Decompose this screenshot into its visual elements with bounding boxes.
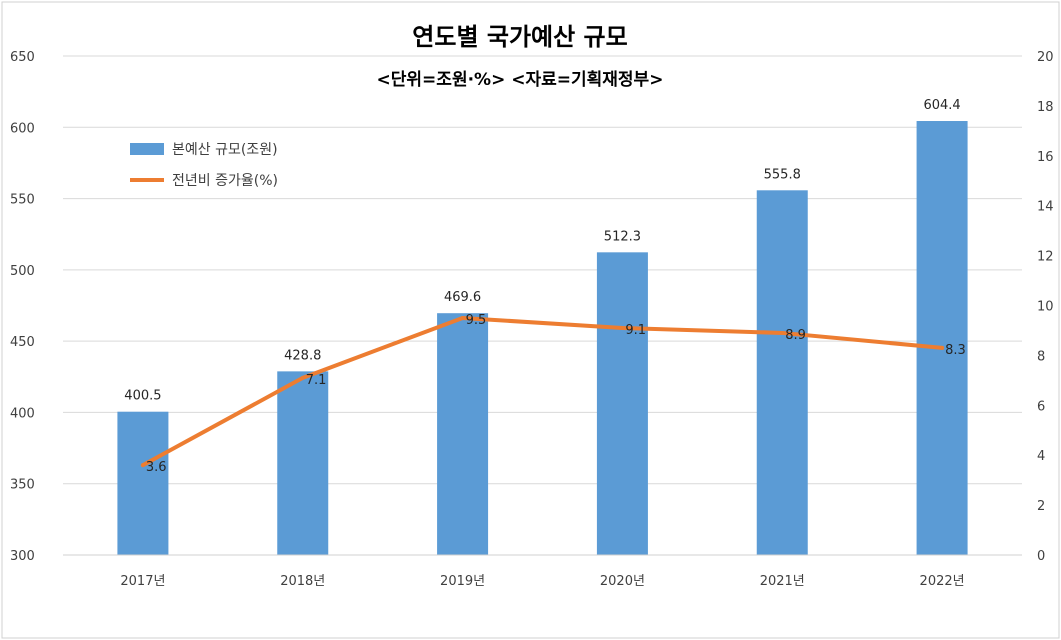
y-left-tick-label: 350	[10, 478, 35, 493]
line-data-label: 3.6	[146, 460, 167, 475]
legend-line-label: 전년비 증가율(%)	[172, 173, 278, 189]
y-left-tick-label: 600	[10, 121, 35, 136]
bar-data-label: 555.8	[764, 167, 801, 182]
x-tick-label: 2021년	[760, 574, 805, 589]
line-point	[460, 315, 465, 320]
line-data-label: 7.1	[306, 373, 327, 388]
axes: 300 350 400 450 500 550 600 650 0 2 4 6 8 10 12 14 16 18 2…	[10, 50, 1054, 589]
bar	[756, 190, 808, 555]
line-point	[620, 325, 625, 330]
y-left-tick-label: 400	[10, 406, 35, 421]
chart-subtitle: <단위=조원·%> <자료=기획재정부>	[377, 70, 664, 90]
bar	[916, 121, 968, 555]
line-point	[780, 330, 785, 335]
y-right-tick-label: 20	[1037, 50, 1054, 65]
y-right-tick-label: 16	[1037, 150, 1054, 165]
line-point	[940, 345, 945, 350]
legend-bar-label: 본예산 규모(조원)	[172, 142, 278, 158]
x-tick-label: 2022년	[920, 574, 965, 589]
line-point	[300, 375, 305, 380]
x-tick-label: 2017년	[120, 574, 165, 589]
chart-title: 연도별 국가예산 규모	[412, 23, 627, 51]
line-data-label: 8.9	[785, 328, 806, 343]
y-left-tick-label: 500	[10, 264, 35, 279]
data-labels: 400.5 428.8 469.6 512.3 555.8 604.4 3.6 7.1 9.5 9…	[124, 98, 965, 475]
line-point	[140, 463, 145, 468]
y-right-tick-label: 12	[1037, 250, 1054, 265]
x-tick-label: 2020년	[600, 574, 645, 589]
y-right-tick-label: 18	[1037, 100, 1054, 115]
bar-data-label: 512.3	[604, 229, 641, 244]
bar	[596, 252, 648, 555]
y-left-tick-label: 450	[10, 335, 35, 350]
bar	[277, 371, 329, 555]
line-data-label: 8.3	[945, 343, 966, 358]
y-right-tick-label: 6	[1037, 399, 1045, 414]
y-right-tick-label: 0	[1037, 549, 1045, 564]
y-right-tick-label: 4	[1037, 449, 1045, 464]
legend-bar-swatch	[130, 143, 164, 155]
growth-line	[140, 315, 945, 468]
line-series	[140, 315, 945, 468]
x-tick-label: 2018년	[280, 574, 325, 589]
x-tick-label: 2019년	[440, 574, 485, 589]
line-data-label: 9.1	[625, 323, 646, 338]
line-data-label: 9.5	[466, 313, 487, 328]
bar-data-label: 428.8	[284, 348, 321, 363]
y-right-tick-label: 8	[1037, 349, 1045, 364]
y-right-tick-label: 10	[1037, 300, 1054, 315]
bar-data-label: 604.4	[923, 98, 960, 113]
y-left-tick-label: 300	[10, 549, 35, 564]
bar	[437, 313, 489, 555]
legend: 본예산 규모(조원) 전년비 증가율(%)	[130, 142, 278, 189]
y-right-tick-label: 2	[1037, 499, 1045, 514]
bar-series	[117, 121, 968, 555]
y-left-tick-label: 650	[10, 50, 35, 65]
bar	[117, 411, 169, 555]
bar-data-label: 469.6	[444, 290, 481, 305]
bar-data-label: 400.5	[124, 389, 161, 404]
y-right-tick-label: 14	[1037, 200, 1054, 215]
y-left-tick-label: 550	[10, 193, 35, 208]
